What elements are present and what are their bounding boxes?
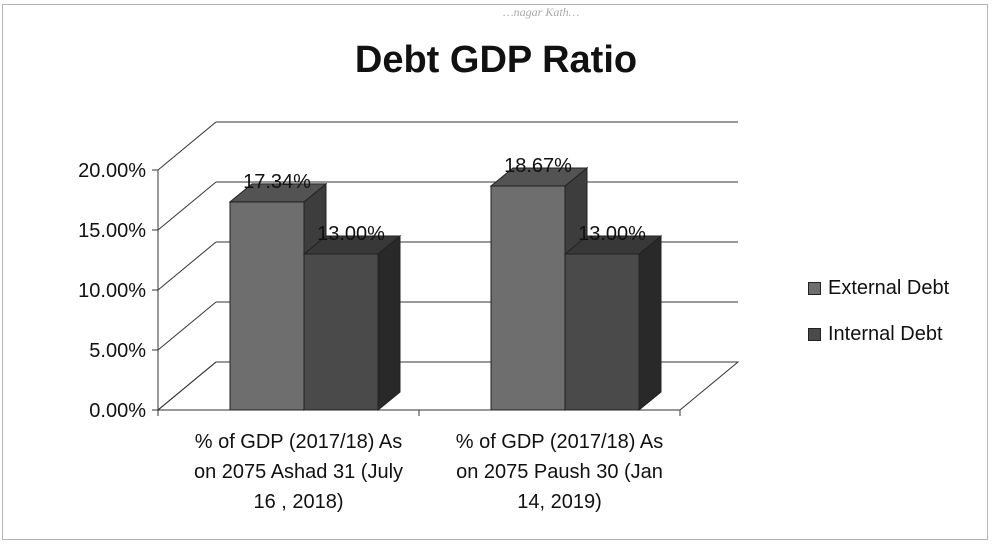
y-tick-label: 15.00% [78,220,146,242]
bar-top [228,183,328,203]
legend-label-internal-debt: Internal Debt [828,322,943,345]
x-category-label: on 2075 Ashad 31 (July [194,461,403,483]
bar-data-label: 13.00% [578,223,646,245]
chart-title: Debt GDP Ratio [354,39,638,81]
y-tick-label: 10.00% [78,280,146,302]
chart-legend: External Debt Internal Debt [808,272,949,364]
bar-front [490,185,566,411]
legend-swatch-internal-debt [808,327,821,341]
legend-item-internal-debt: Internal Debt [808,318,949,350]
y-tick-label: 0.00% [89,400,146,422]
gridline-side [157,301,217,351]
y-tick-label: 20.00% [78,160,146,182]
x-category-label: % of GDP (2017/18) As [456,431,664,453]
x-category-label: on 2075 Paush 30 (Jan [456,461,663,483]
bar-top [302,235,402,255]
x-category-label: 14, 2019) [517,491,602,513]
bar-side [377,234,401,412]
bar-front [303,253,379,411]
x-category-label: 16 , 2018) [253,491,343,513]
bar-front [564,253,640,411]
legend-item-external-debt: External Debt [808,272,949,304]
gridline-side [157,241,217,291]
gridline-side [157,121,217,171]
bar-top [489,167,589,187]
y-tick-label: 5.00% [89,340,146,362]
bar-top [563,235,663,255]
gridline-side [157,181,217,231]
legend-swatch-external-debt [808,281,821,295]
bar-side [638,234,662,412]
bar-data-label: 18.67% [504,155,572,177]
legend-label-external-debt: External Debt [828,276,950,299]
bar-data-label: 13.00% [317,223,385,245]
gridline-side [157,361,217,411]
bar-data-label: 17.34% [243,171,311,193]
bar-front [229,201,305,411]
x-category-label: % of GDP (2017/18) As [195,431,403,453]
scan-watermark-text: …nagar Kath… [503,5,580,19]
